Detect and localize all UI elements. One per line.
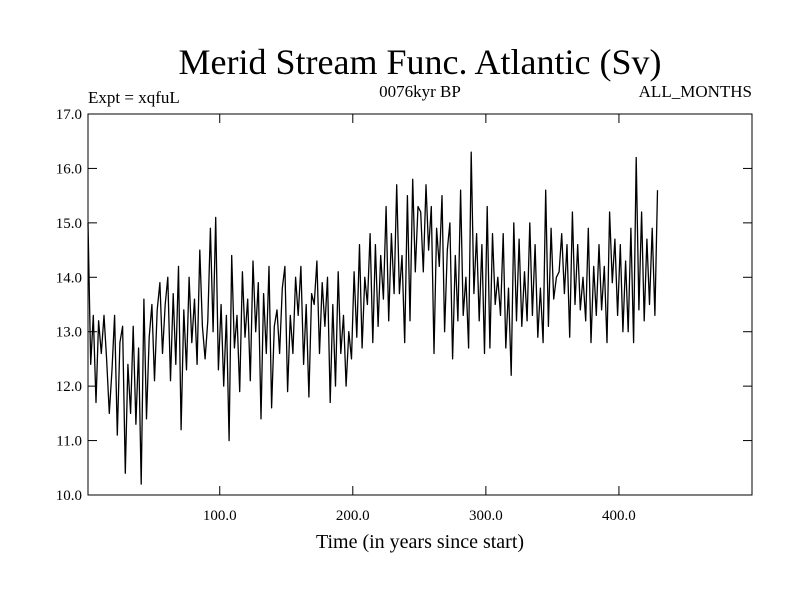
y-tick-label: 11.0 — [56, 434, 82, 450]
plot-frame — [87, 113, 753, 496]
x-tick-label: 100.0 — [203, 508, 237, 524]
y-tick-label: 17.0 — [56, 107, 82, 123]
months-label: ALL_MONTHS — [639, 82, 752, 101]
x-axis: 100.0 200.0 300.0 400.0 — [203, 114, 636, 524]
y-tick-label: 15.0 — [56, 216, 82, 232]
y-tick-label: 10.0 — [56, 488, 82, 504]
y-tick-label: 12.0 — [56, 379, 82, 395]
y-tick-label: 13.0 — [56, 325, 82, 341]
y-tick-label: 14.0 — [56, 270, 82, 286]
chart-title: Merid Stream Func. Atlantic (Sv) — [179, 42, 662, 82]
x-tick-label: 200.0 — [336, 508, 370, 524]
experiment-label: Expt = xqfuL — [88, 88, 180, 107]
y-tick-label: 16.0 — [56, 161, 82, 177]
x-tick-label: 300.0 — [469, 508, 503, 524]
y-axis: 10.0 11.0 12.0 13.0 14.0 15.0 16.0 17.0 — [56, 107, 752, 504]
series-line — [87, 151, 659, 485]
period-label: 0076kyr BP — [379, 82, 461, 101]
x-axis-label: Time (in years since start) — [316, 531, 524, 553]
x-tick-label: 400.0 — [602, 508, 636, 524]
